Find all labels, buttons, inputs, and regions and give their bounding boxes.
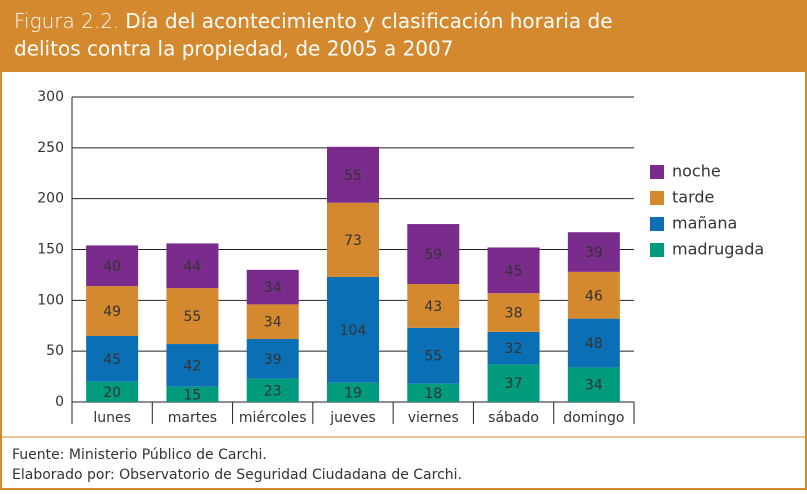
note: Elaborado por: Observatorio de Seguridad… (12, 467, 462, 483)
x-tick-label: viernes (408, 410, 459, 426)
bar-segment (166, 386, 219, 402)
bar-segment (246, 338, 299, 379)
bar-segment (487, 331, 540, 365)
data-label: 40 (103, 259, 121, 275)
bar-segment (487, 247, 540, 294)
bar-segment (327, 146, 379, 203)
x-tick-label: domingo (563, 410, 624, 426)
data-label: 55 (184, 309, 202, 325)
data-label: 34 (264, 315, 282, 331)
data-label: 23 (264, 383, 282, 399)
data-label: 73 (344, 233, 362, 249)
x-tick-label: jueves (329, 410, 376, 426)
legend-label: mañana (672, 214, 737, 233)
legend-swatch (650, 191, 664, 205)
y-tick-label: 0 (55, 394, 64, 410)
bar-segment (166, 288, 219, 345)
bar-segment (86, 245, 139, 287)
data-label: 59 (424, 247, 442, 263)
data-label: 55 (344, 168, 362, 184)
bar-segment (567, 367, 620, 402)
bar-segment (246, 269, 299, 305)
data-label: 44 (184, 259, 202, 275)
bar-segment (86, 381, 139, 402)
y-tick-label: 150 (37, 242, 64, 258)
bar-segment (166, 243, 219, 289)
data-label: 45 (103, 352, 121, 368)
bar-segment (246, 378, 299, 402)
data-label: 18 (424, 386, 442, 402)
bar-segment (407, 383, 460, 402)
data-label: 55 (424, 349, 442, 365)
data-label: 46 (585, 288, 603, 304)
bar-segment (246, 304, 299, 339)
bar-segment (327, 202, 379, 277)
legend-swatch (650, 243, 664, 257)
x-tick-label: lunes (93, 410, 131, 426)
bar-segment (327, 382, 379, 402)
x-tick-label: miércoles (239, 410, 307, 426)
data-label: 32 (505, 341, 523, 357)
title-line-2: delitos contra la propiedad, de 2005 a 2… (14, 37, 453, 61)
data-label: 39 (585, 245, 603, 261)
bar-segment (567, 318, 620, 368)
legend-label: madrugada (672, 240, 764, 259)
legend-swatch (650, 165, 664, 179)
bar-segment (407, 327, 460, 384)
bar-segment (567, 271, 620, 319)
data-label: 19 (344, 385, 362, 401)
header (0, 0, 807, 72)
bar-segment (86, 335, 139, 382)
legend-label: noche (672, 162, 721, 181)
data-label: 15 (184, 387, 202, 403)
legend-swatch (650, 217, 664, 231)
data-label: 38 (505, 306, 523, 322)
y-tick-label: 200 (37, 191, 64, 207)
bar-segment (487, 293, 540, 332)
data-label: 45 (505, 263, 523, 279)
bar-segment (86, 286, 139, 336)
data-label: 49 (103, 304, 121, 320)
x-tick-label: martes (168, 410, 217, 426)
header-title: Figura 2.2. Día del acontecimiento y clas… (14, 9, 613, 33)
figure-number: Figura 2.2. (14, 9, 119, 33)
bar-segment (567, 232, 620, 272)
x-tick-label: sábado (488, 410, 539, 426)
data-label: 104 (340, 323, 367, 339)
y-tick-label: 300 (37, 89, 64, 105)
data-label: 43 (424, 299, 442, 315)
y-tick-label: 50 (46, 343, 64, 359)
data-label: 20 (103, 385, 121, 401)
data-label: 34 (264, 280, 282, 296)
note: Fuente: Ministerio Público de Carchi. (12, 447, 267, 463)
y-tick-label: 250 (37, 140, 64, 156)
data-label: 42 (184, 358, 202, 374)
data-label: 39 (264, 352, 282, 368)
data-label: 48 (585, 336, 603, 352)
bar-segment (407, 284, 460, 328)
title-line-1: Día del acontecimiento y clasificación h… (125, 9, 612, 33)
data-label: 34 (585, 378, 603, 394)
bar-segment (487, 364, 540, 402)
bar-segment (166, 344, 219, 387)
data-label: 37 (505, 376, 523, 392)
y-tick-label: 100 (37, 292, 64, 308)
bar-segment (327, 276, 379, 383)
legend-label: tarde (672, 188, 714, 207)
bar-segment (407, 224, 460, 285)
